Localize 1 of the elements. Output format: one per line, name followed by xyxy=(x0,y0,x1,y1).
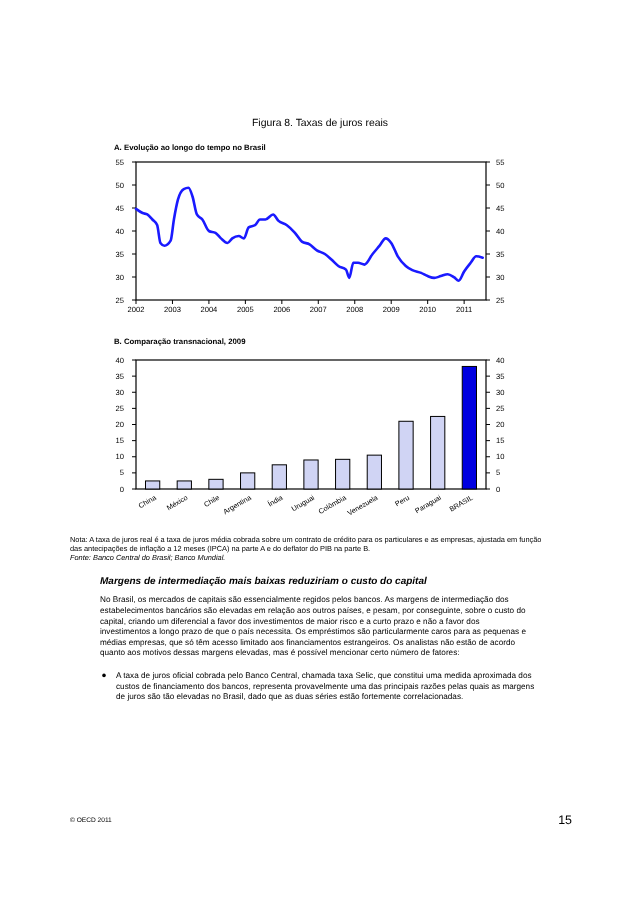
line-series xyxy=(134,186,485,282)
